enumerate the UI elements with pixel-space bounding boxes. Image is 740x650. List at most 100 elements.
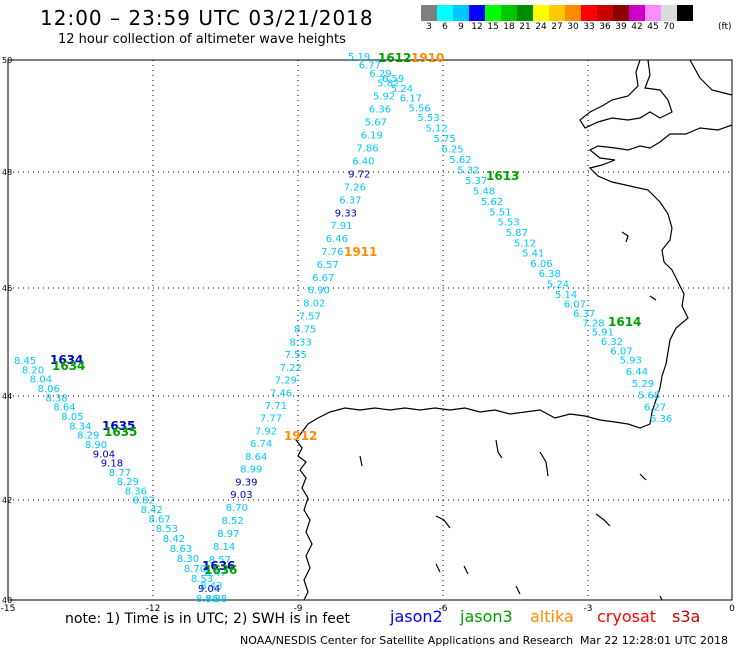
wave-height-value: 6.59 bbox=[382, 74, 404, 85]
wave-height-value: 5.48 bbox=[473, 187, 495, 198]
wave-height-value: 8.02 bbox=[303, 299, 325, 310]
wave-height-value: 8.77 bbox=[109, 468, 131, 479]
wave-height-value: 8.97 bbox=[217, 529, 239, 540]
wave-height-value: 8.30 bbox=[177, 554, 199, 565]
wave-height-value: 8.47 bbox=[205, 568, 227, 579]
wave-height-value: 8.53 bbox=[156, 524, 178, 535]
scale-label: 12 bbox=[471, 22, 483, 32]
wave-height-value: 6.27 bbox=[644, 402, 666, 413]
satellite-legend-jason2: jason2 bbox=[390, 607, 443, 626]
wave-height-value: 6.36 bbox=[369, 105, 391, 116]
wave-height-value: 5.32 bbox=[457, 166, 479, 177]
wave-height-value: 9.39 bbox=[235, 477, 257, 488]
wave-height-value: 6.74 bbox=[250, 439, 272, 450]
wave-height-value: 5.56 bbox=[409, 103, 431, 114]
wave-height-value: 6.07 bbox=[610, 346, 632, 357]
wave-height-value: 6.57 bbox=[317, 260, 339, 271]
scale-label: 6 bbox=[442, 22, 448, 32]
scale-swatch bbox=[565, 5, 581, 21]
scale-label: 42 bbox=[631, 22, 643, 32]
wave-height-value: 7.55 bbox=[285, 350, 307, 361]
wave-height-value: 7.91 bbox=[330, 221, 352, 232]
wave-height-value: 7.29 bbox=[275, 376, 297, 387]
axis-tick-labels: -15 -12 -9 -6 -3 0 50 48 46 44 42 40 bbox=[1, 56, 735, 614]
pass-time-label: 1636 bbox=[204, 563, 237, 577]
wave-height-value: 8.82 bbox=[133, 496, 155, 507]
wave-height-value: 8.36 bbox=[125, 486, 147, 497]
wave-height-value: 8.70 bbox=[184, 564, 206, 575]
pass-time-label: 1614 bbox=[608, 315, 641, 329]
credit-line: NOAA/NESDIS Center for Satellite Applica… bbox=[240, 634, 574, 647]
wave-height-value: 8.52 bbox=[222, 516, 244, 527]
scale-swatch bbox=[421, 5, 437, 21]
wave-height-value: 5.87 bbox=[506, 228, 528, 239]
scale-label: 45 bbox=[647, 22, 659, 32]
scale-label: 30 bbox=[567, 22, 579, 32]
scale-swatch bbox=[437, 5, 453, 21]
wave-height-value: 8.70 bbox=[226, 503, 248, 514]
y-tick-label: 50 bbox=[2, 56, 12, 65]
wave-height-value: 8.67 bbox=[149, 514, 171, 525]
wave-height-value: 8.38 bbox=[46, 393, 68, 404]
scale-label: 21 bbox=[519, 22, 531, 32]
wave-height-value: 7.77 bbox=[260, 414, 282, 425]
wave-height-value: 8.43 bbox=[200, 581, 222, 592]
wave-height-value: 5.51 bbox=[489, 208, 511, 219]
wave-height-value: 8.14 bbox=[213, 542, 235, 553]
scale-swatch bbox=[469, 5, 485, 21]
wave-height-value: 7.92 bbox=[255, 427, 277, 438]
wave-height-value: 8.90 bbox=[85, 440, 107, 451]
wave-height-value: 8.42 bbox=[141, 505, 163, 516]
wave-height-value: 6.36 bbox=[650, 414, 672, 425]
wave-height-value: 5.14 bbox=[555, 290, 577, 301]
pass-time-label: 1613 bbox=[486, 169, 519, 183]
wave-height-value: 8.64 bbox=[245, 452, 267, 463]
y-tick-label: 42 bbox=[2, 496, 12, 505]
scale-swatch bbox=[517, 5, 533, 21]
wave-height-value: 9.04 bbox=[198, 584, 220, 595]
x-tick-label: -3 bbox=[584, 604, 593, 614]
wave-height-value: 8.53 bbox=[191, 574, 213, 585]
wave-height-value: 5.75 bbox=[434, 134, 456, 145]
wave-height-value: 8.20 bbox=[22, 365, 44, 376]
wave-height-value: 7.22 bbox=[280, 363, 302, 374]
wave-height-value: 5.12 bbox=[514, 238, 536, 249]
wave-height-value: 8.57 bbox=[209, 555, 231, 566]
wave-height-value: 5.37 bbox=[465, 176, 487, 187]
wave-height-value: 6.44 bbox=[626, 367, 648, 378]
wave-height-value: 5.68 bbox=[638, 391, 660, 402]
scale-label: 24 bbox=[535, 22, 547, 32]
scale-swatch bbox=[645, 5, 661, 21]
pass-time-label: 1635 bbox=[104, 425, 137, 439]
wave-height-value: 6.06 bbox=[530, 259, 552, 270]
satellite-legend-altika: altika bbox=[530, 607, 574, 626]
pass-time-label: 1634 bbox=[52, 359, 85, 373]
wave-height-value: 8.75 bbox=[294, 324, 316, 335]
wave-height-scale-labels: 3 6 9 12 15 18 21 24 27 30 33 36 39 42 45 70 bbox=[421, 22, 693, 32]
wave-height-value: 6.40 bbox=[352, 157, 374, 168]
scale-swatch bbox=[485, 5, 501, 21]
map-frame bbox=[7, 59, 733, 601]
wave-height-value: 7.86 bbox=[356, 144, 378, 155]
wave-height-value: 6.25 bbox=[441, 145, 463, 156]
scale-swatch bbox=[613, 5, 629, 21]
pass-time-label: 1911 bbox=[344, 245, 377, 259]
wave-height-value: 9.33 bbox=[335, 208, 357, 219]
wave-height-value: 6.37 bbox=[573, 309, 595, 320]
wave-height-value: 7.71 bbox=[265, 401, 287, 412]
wave-height-value: 5.92 bbox=[373, 92, 395, 103]
wave-height-value: 5.67 bbox=[365, 118, 387, 129]
wave-height-value: 5.91 bbox=[592, 328, 614, 339]
wave-height-value: 5.62 bbox=[449, 155, 471, 166]
scale-unit-label: (ft) bbox=[718, 22, 732, 32]
pass-time-label: 1635 bbox=[102, 419, 135, 433]
wave-height-value: 5.62 bbox=[481, 197, 503, 208]
wave-height-value: 9.04 bbox=[93, 449, 115, 460]
wave-height-value: 8.88 bbox=[205, 594, 227, 605]
wave-height-value: 7.26 bbox=[344, 183, 366, 194]
wave-height-value: 6.90 bbox=[308, 286, 330, 297]
wave-height-value: 5.19 bbox=[348, 52, 370, 63]
wave-height-value: 8.99 bbox=[240, 465, 262, 476]
wave-height-value: 6.17 bbox=[400, 94, 422, 105]
